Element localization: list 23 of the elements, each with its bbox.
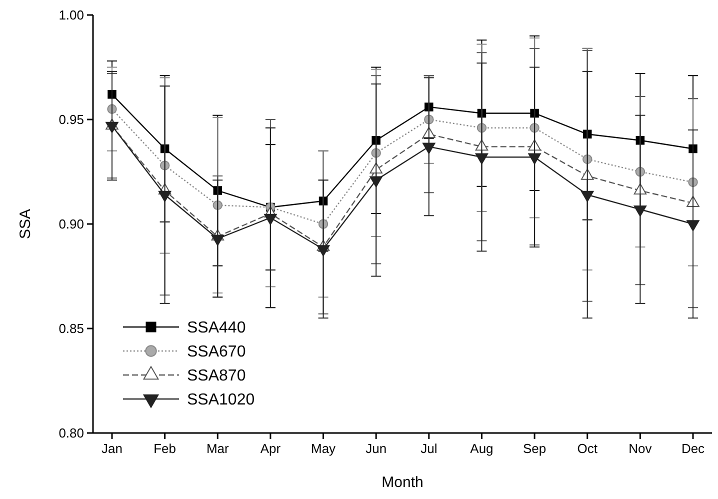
x-tick-label: Oct [577,441,598,456]
x-tick-label: Nov [628,441,652,456]
y-tick-label: 0.90 [58,216,84,232]
legend-label: SSA1020 [187,392,255,409]
y-tick-label: 0.80 [58,426,84,441]
y-tick-label: 0.85 [58,321,84,336]
x-tick-label: Sep [522,441,546,456]
x-tick-label: Dec [681,441,706,456]
y-axis-title: SSA [17,208,34,240]
legend-label: SSA670 [187,344,246,361]
x-tick-label: Jul [420,441,438,456]
x-axis-title: Month [382,474,424,491]
y-tick-label: 1.00 [58,8,84,23]
x-tick-label: Aug [470,441,494,456]
x-tick-label: Apr [260,441,282,456]
x-tick-label: Jun [366,441,387,456]
x-tick-label: Mar [206,441,230,456]
x-tick-label: Feb [154,441,176,456]
x-tick-label: May [310,441,336,456]
legend-label: SSA440 [187,320,246,337]
x-tick-label: Jan [102,441,122,456]
y-tick-label: 0.95 [58,112,84,128]
legend-label: SSA870 [187,368,246,385]
